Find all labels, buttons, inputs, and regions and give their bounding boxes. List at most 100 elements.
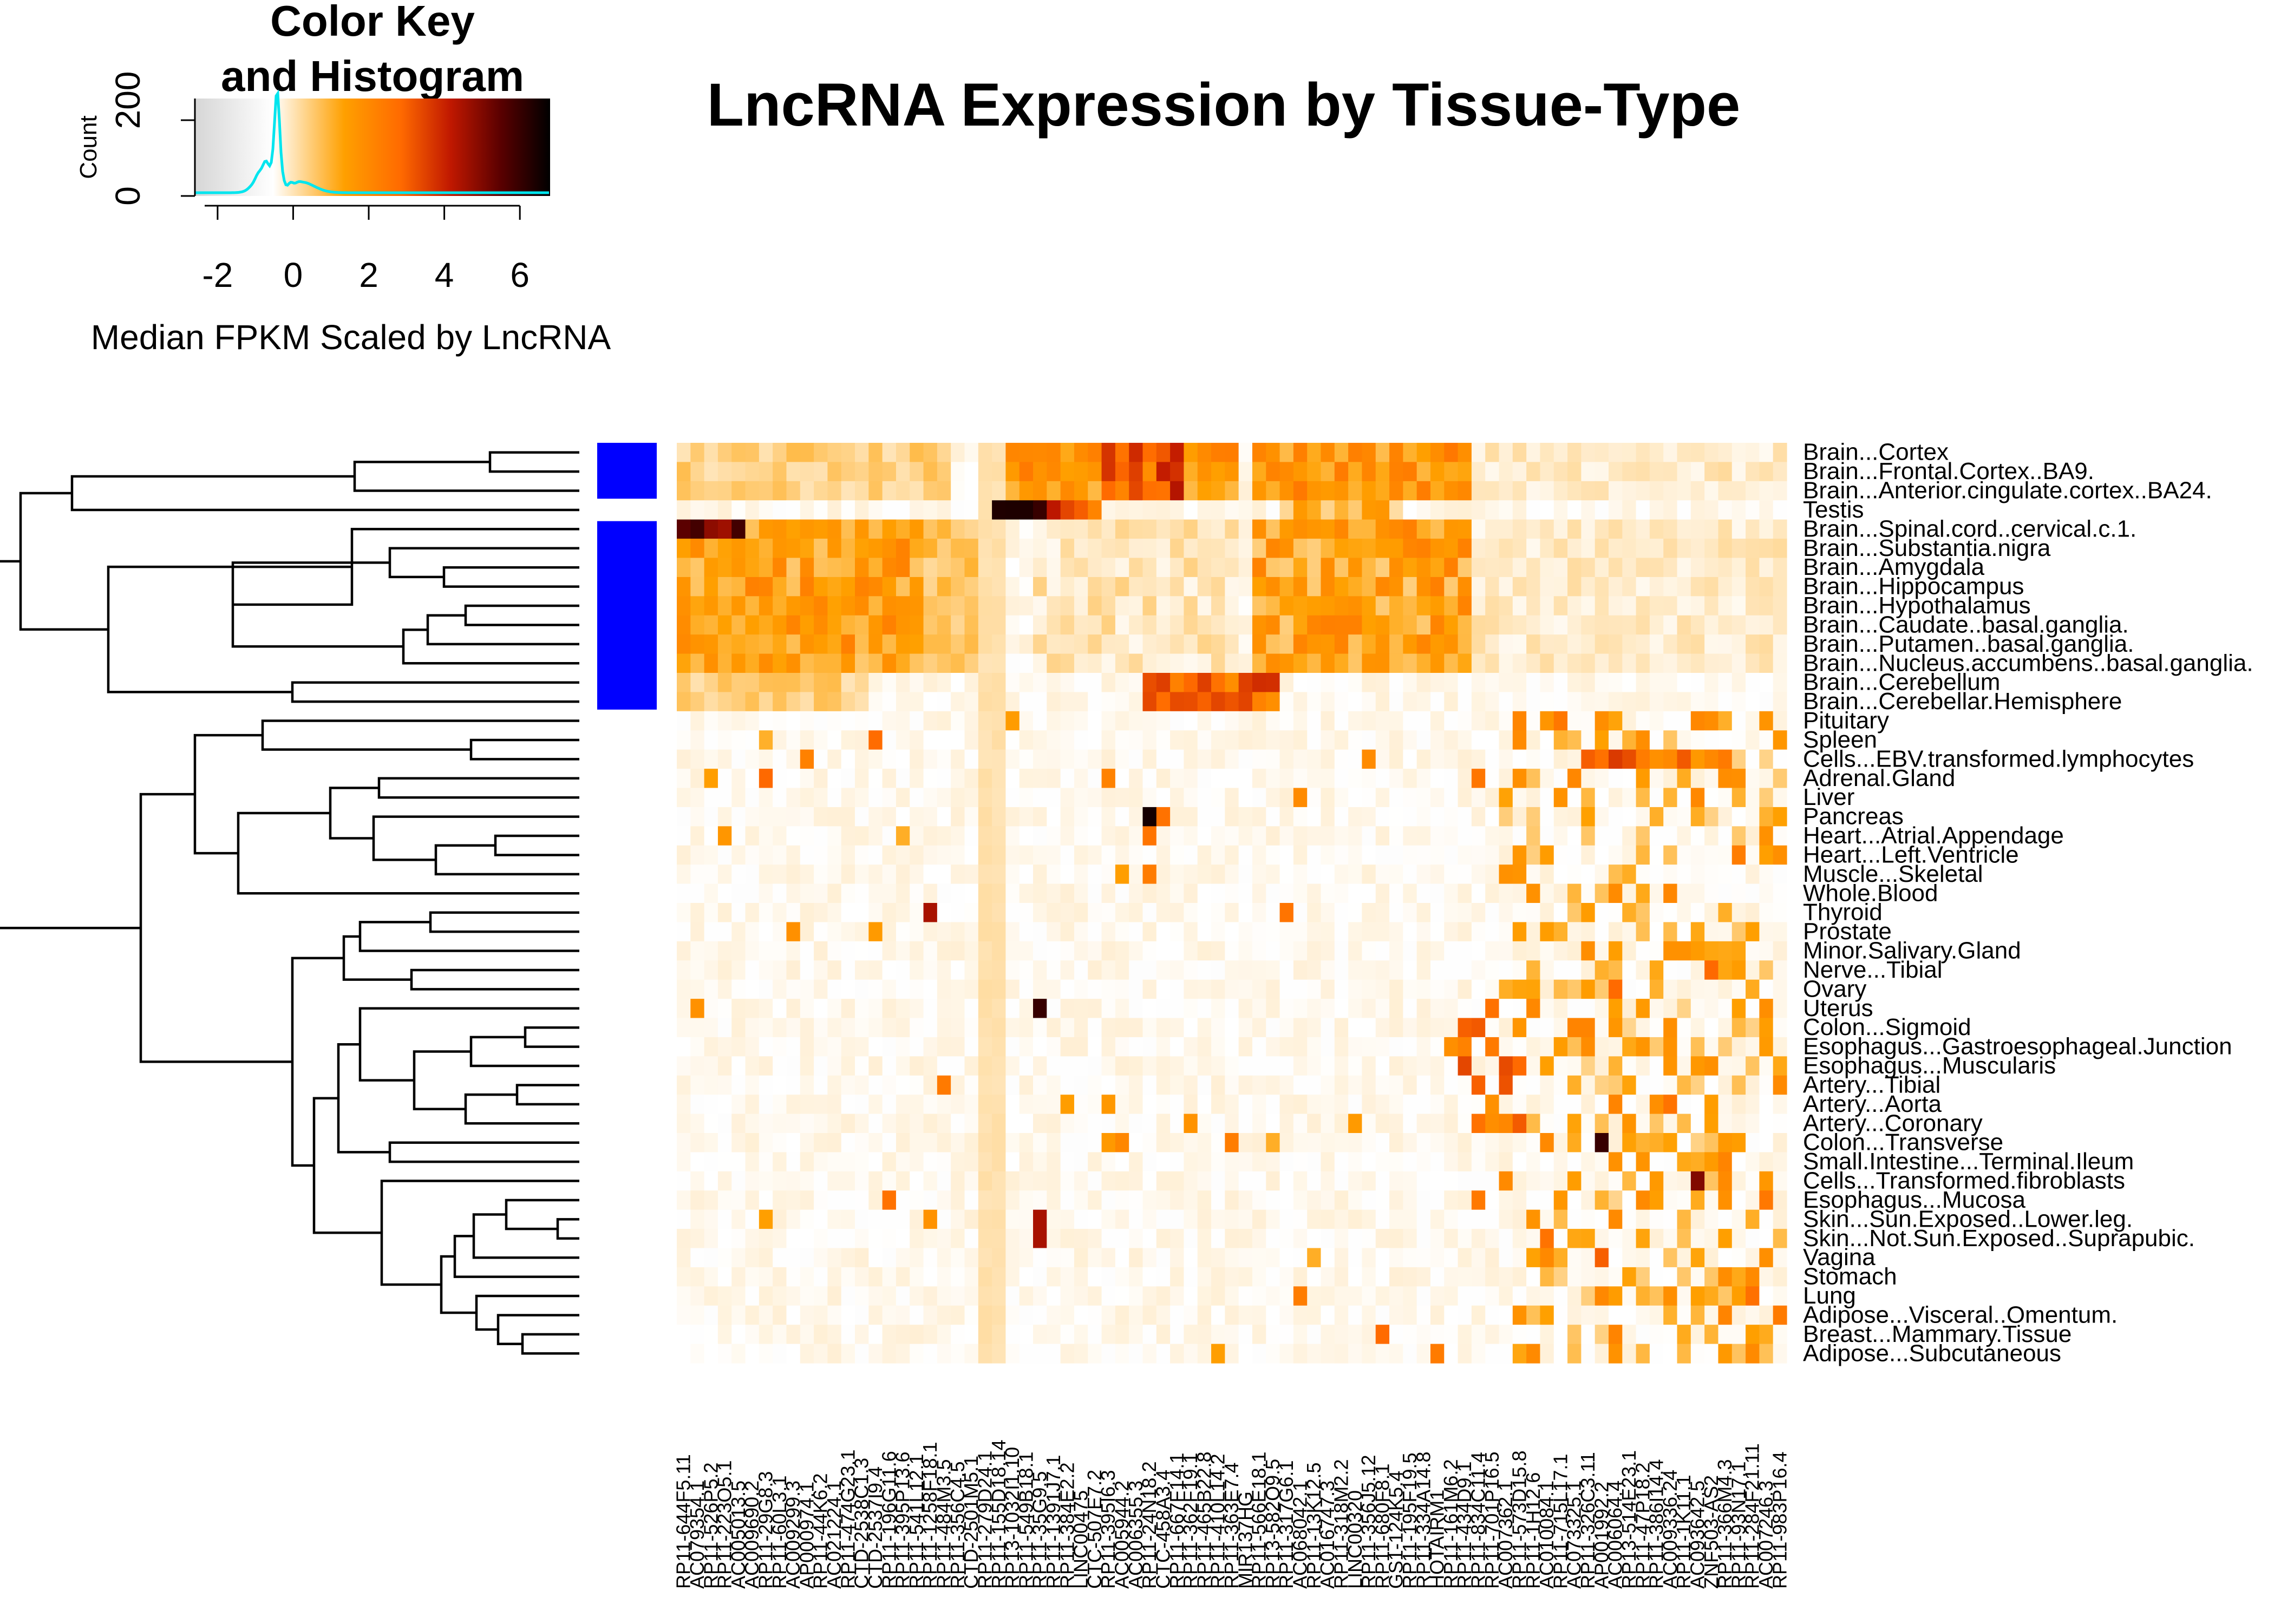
heatmap-cell bbox=[690, 462, 705, 482]
heatmap-cell bbox=[1293, 1171, 1308, 1191]
heatmap-cell bbox=[964, 1018, 979, 1038]
heatmap-cell bbox=[1279, 519, 1294, 539]
heatmap-cell bbox=[1581, 653, 1596, 673]
heatmap-cell bbox=[1142, 519, 1157, 539]
heatmap-cell bbox=[951, 1171, 965, 1191]
heatmap-cell bbox=[1731, 960, 1746, 980]
heatmap-cell bbox=[1773, 539, 1787, 559]
heatmap-cell bbox=[1416, 999, 1431, 1019]
heatmap-cell bbox=[882, 711, 897, 731]
heatmap-cell bbox=[1403, 481, 1417, 501]
heatmap-cell bbox=[978, 1171, 992, 1191]
heatmap-cell bbox=[1362, 865, 1376, 885]
heatmap-cell bbox=[800, 999, 814, 1019]
heatmap-cell bbox=[1348, 692, 1363, 712]
heatmap-cell bbox=[731, 1152, 746, 1172]
heatmap-cell bbox=[1060, 1267, 1075, 1287]
heatmap-cell bbox=[1663, 653, 1678, 673]
heatmap-cell bbox=[1471, 941, 1486, 961]
heatmap-cell bbox=[1595, 1133, 1609, 1153]
heatmap-cell bbox=[1581, 865, 1596, 885]
heatmap-cell bbox=[704, 1344, 718, 1364]
heatmap-cell bbox=[1266, 519, 1280, 539]
heatmap-cell bbox=[1252, 539, 1266, 559]
heatmap-cell bbox=[1526, 845, 1541, 865]
heatmap-cell bbox=[1444, 596, 1459, 616]
heatmap-cell bbox=[978, 711, 992, 731]
heatmap-cell bbox=[1375, 673, 1390, 693]
heatmap-cell bbox=[1252, 1248, 1266, 1268]
heatmap-cell bbox=[1047, 1075, 1061, 1095]
row-label: Brain...Cerebellar.Hemisphere bbox=[1803, 688, 2122, 715]
heatmap-cell bbox=[1526, 769, 1541, 789]
heatmap-cell bbox=[964, 1305, 979, 1325]
heatmap-cell bbox=[1348, 1267, 1363, 1287]
heatmap-cell bbox=[1197, 1190, 1212, 1210]
heatmap-cell bbox=[1389, 519, 1403, 539]
heatmap-cell bbox=[1718, 1152, 1733, 1172]
heatmap-cell bbox=[882, 481, 897, 501]
heatmap-cell bbox=[923, 1190, 938, 1210]
heatmap-cell bbox=[677, 788, 691, 808]
heatmap-cell bbox=[1307, 692, 1322, 712]
heatmap-cell bbox=[786, 1171, 801, 1191]
heatmap-cell bbox=[800, 1344, 814, 1364]
column-label: RP11-667F14.1 bbox=[1166, 1453, 1188, 1589]
heatmap-cell bbox=[896, 1056, 910, 1076]
heatmap-cell bbox=[1129, 1190, 1143, 1210]
heatmap-cell bbox=[1704, 999, 1719, 1019]
column-label: RP11-93N17.1 bbox=[1727, 1462, 1749, 1589]
heatmap-cell bbox=[992, 1190, 1007, 1210]
heatmap-cell bbox=[923, 1344, 938, 1364]
heatmap-cell bbox=[882, 615, 897, 635]
heatmap-cell bbox=[1471, 865, 1486, 885]
heatmap-cell bbox=[841, 1171, 855, 1191]
heatmap-cell bbox=[773, 769, 787, 789]
heatmap-cell bbox=[1608, 1190, 1623, 1210]
heatmap-cell bbox=[800, 979, 814, 999]
column-label: RP11-680F8.1 bbox=[1371, 1464, 1393, 1589]
heatmap-cell bbox=[827, 730, 842, 750]
heatmap-cell bbox=[731, 615, 746, 635]
heatmap-cell bbox=[1348, 903, 1363, 923]
heatmap-cell bbox=[1142, 673, 1157, 693]
heatmap-cell bbox=[1595, 500, 1609, 520]
heatmap-cell bbox=[1677, 1171, 1691, 1191]
heatmap-cell bbox=[1773, 711, 1787, 731]
heatmap-cell bbox=[800, 558, 814, 578]
heatmap-cell bbox=[1553, 634, 1568, 654]
heatmap-cell bbox=[1129, 519, 1143, 539]
heatmap-cell bbox=[1718, 1229, 1733, 1249]
heatmap-cell bbox=[1156, 1209, 1171, 1229]
heatmap-cell bbox=[1759, 960, 1774, 980]
heatmap-cell bbox=[745, 979, 760, 999]
heatmap-cell bbox=[1471, 673, 1486, 693]
heatmap-cell bbox=[1197, 634, 1212, 654]
heatmap-cell bbox=[923, 634, 938, 654]
heatmap-cell bbox=[1499, 1229, 1513, 1249]
heatmap-cell bbox=[1485, 596, 1500, 616]
heatmap-cell bbox=[1238, 577, 1253, 597]
heatmap-cell bbox=[1129, 769, 1143, 789]
heatmap-cell bbox=[1622, 500, 1637, 520]
heatmap-cell bbox=[1622, 1267, 1637, 1287]
heatmap-cell bbox=[1170, 1286, 1185, 1306]
heatmap-cell bbox=[1677, 999, 1691, 1019]
heatmap-cell bbox=[1458, 1037, 1472, 1057]
heatmap-cell bbox=[827, 1171, 842, 1191]
column-label: AP000974.1 bbox=[795, 1482, 818, 1589]
heatmap-cell bbox=[1238, 634, 1253, 654]
heatmap-cell bbox=[937, 462, 951, 482]
heatmap-cell bbox=[786, 1114, 801, 1134]
heatmap-cell bbox=[800, 1229, 814, 1249]
heatmap-cell bbox=[868, 481, 883, 501]
heatmap-cell bbox=[1115, 443, 1129, 463]
heatmap-cell bbox=[704, 1209, 718, 1229]
heatmap-cell bbox=[1019, 730, 1034, 750]
heatmap-cell bbox=[1677, 883, 1691, 903]
heatmap-cell bbox=[1389, 865, 1403, 885]
heatmap-cell bbox=[1060, 1037, 1075, 1057]
heatmap-cell bbox=[978, 1095, 992, 1115]
heatmap-cell bbox=[1252, 596, 1266, 616]
heatmap-cell bbox=[1677, 519, 1691, 539]
